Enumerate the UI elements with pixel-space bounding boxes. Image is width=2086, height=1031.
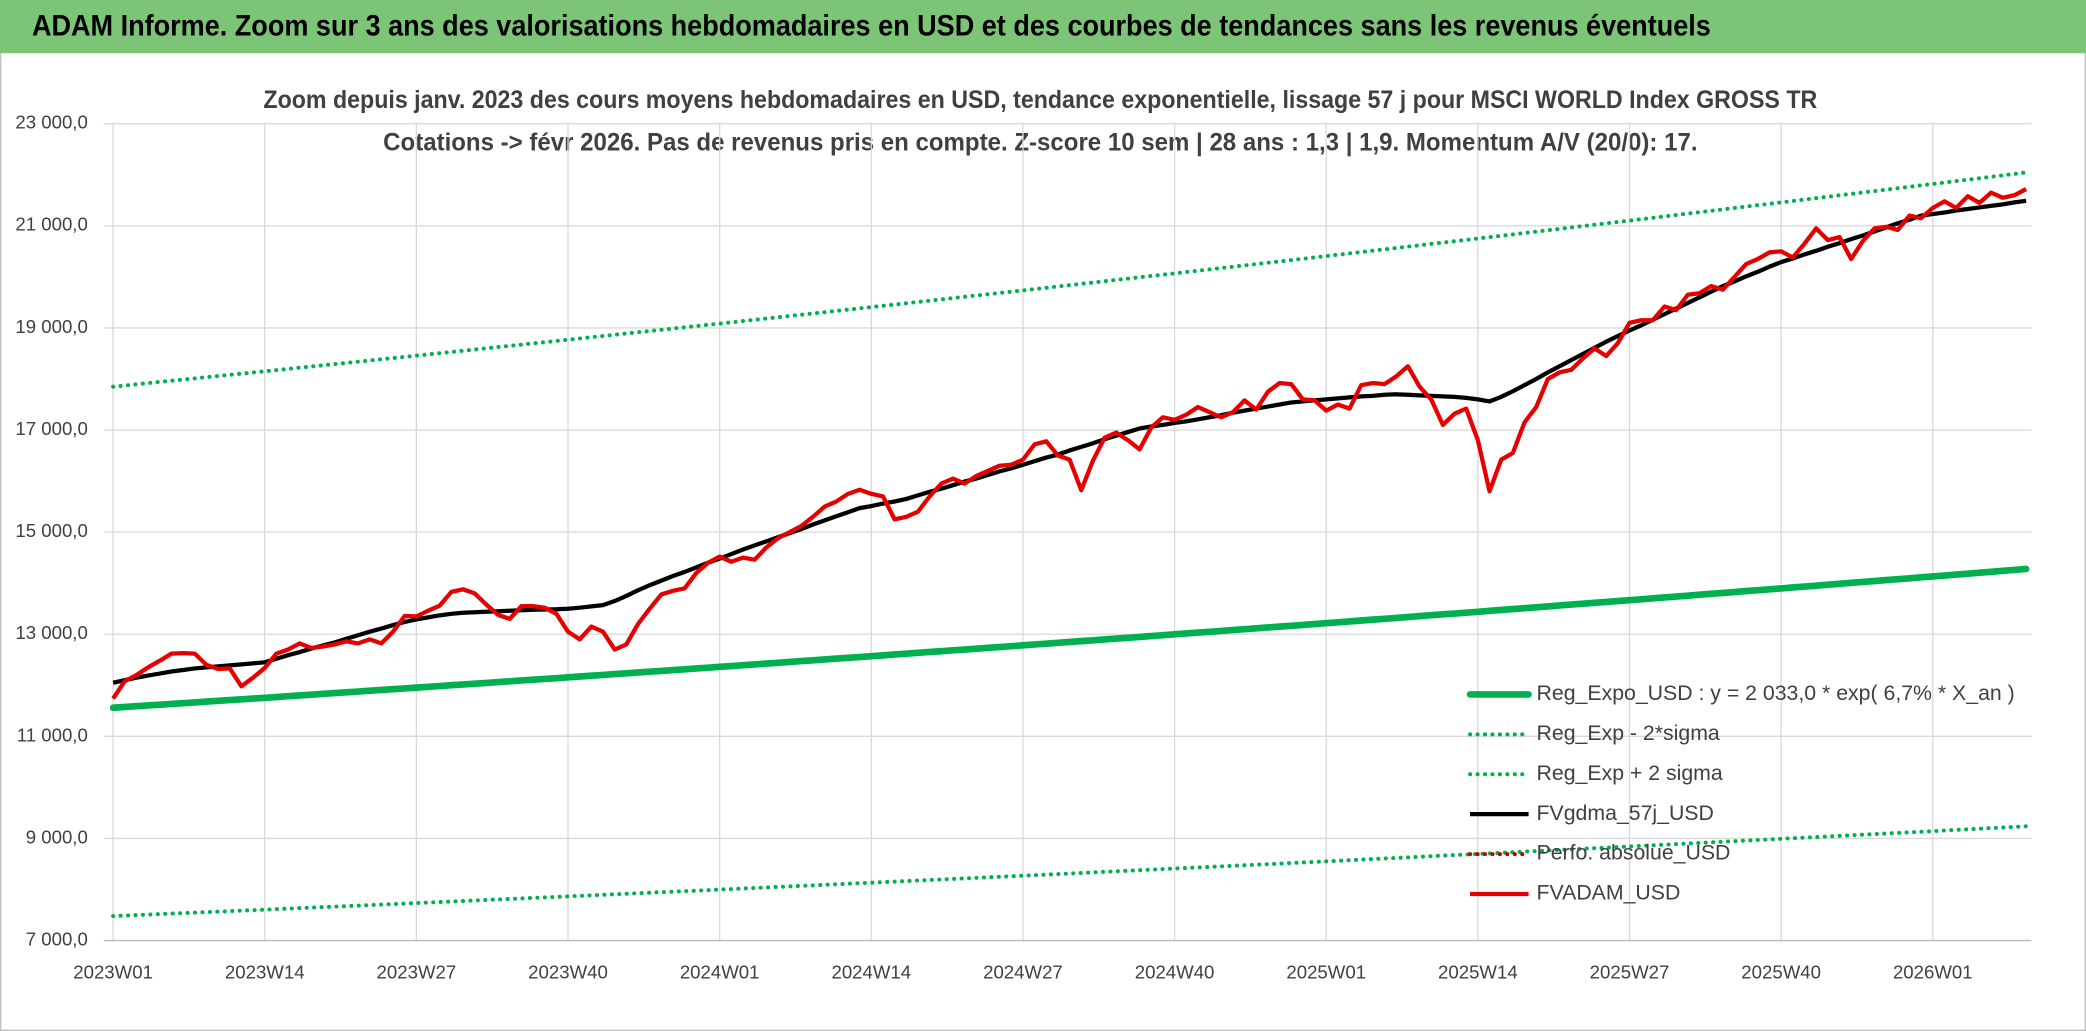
chart-title: Zoom depuis janv. 2023 des cours moyens …	[263, 86, 1817, 114]
legend-label: Perfo. absolue_USD	[1537, 841, 1731, 865]
legend-label: Reg_Expo_USD : y = 2 033,0 * exp( 6,7% *…	[1537, 681, 2015, 705]
x-tick-label: 2025W27	[1590, 962, 1670, 983]
x-tick-label: 2024W14	[831, 962, 911, 983]
y-tick-label: 9 000,0	[26, 826, 88, 847]
x-tick-label: 2023W40	[528, 962, 608, 983]
series-line	[111, 170, 2029, 389]
y-tick-label: 7 000,0	[26, 928, 88, 949]
series-line	[111, 187, 2028, 700]
banner	[0, 0, 2086, 54]
legend-label: FVADAM_USD	[1537, 881, 1681, 905]
y-tick-label: 19 000,0	[15, 316, 87, 337]
x-tick-label: 2023W14	[225, 962, 305, 983]
x-tick-label: 2024W40	[1135, 962, 1215, 983]
x-tick-label: 2025W14	[1438, 962, 1518, 983]
y-tick-label: 23 000,0	[15, 112, 87, 133]
y-tick-label: 21 000,0	[15, 214, 87, 235]
x-tick-label: 2024W27	[983, 962, 1063, 983]
x-tick-label: 2024W01	[680, 962, 760, 983]
y-tick-label: 13 000,0	[15, 622, 87, 643]
y-tick-label: 11 000,0	[17, 724, 88, 745]
series-line	[112, 198, 2027, 685]
x-tick-label: 2025W40	[1741, 962, 1821, 983]
x-tick-label: 2026W01	[1893, 962, 1973, 983]
chart-subtitle: Cotations -> févr 2026. Pas de revenus p…	[383, 128, 1697, 156]
legend-label: Reg_Exp - 2*sigma	[1537, 721, 1720, 745]
y-tick-label: 17 000,0	[15, 418, 87, 439]
y-tick-label: 15 000,0	[15, 520, 87, 541]
x-tick-label: 2025W01	[1286, 962, 1366, 983]
x-tick-label: 2023W01	[73, 962, 153, 983]
legend-label: Reg_Exp + 2 sigma	[1537, 761, 1723, 785]
series-line	[111, 824, 2029, 919]
legend-label: FVgdma_57j_USD	[1537, 801, 1714, 825]
series-line	[109, 565, 2030, 712]
banner-title: ADAM Informe. Zoom sur 3 ans des valoris…	[32, 11, 1711, 43]
x-tick-label: 2023W27	[377, 962, 457, 983]
